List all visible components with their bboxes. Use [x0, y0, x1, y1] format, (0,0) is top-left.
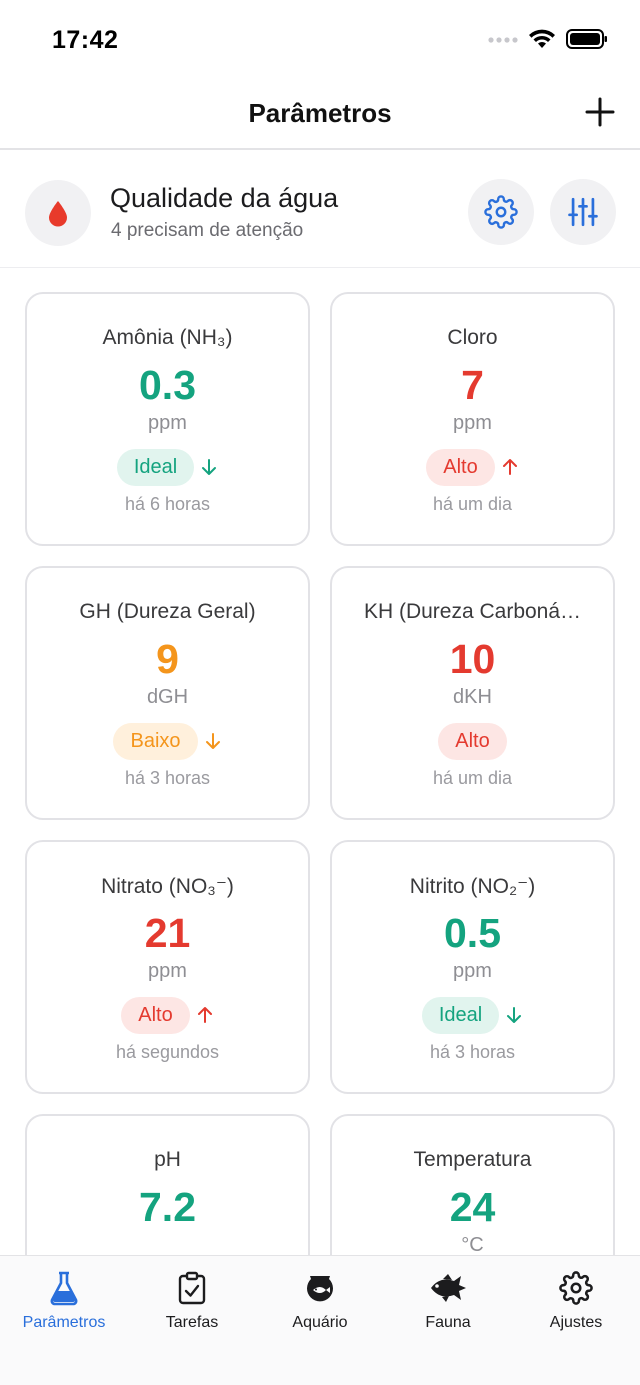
- parameter-unit: ppm: [148, 412, 187, 434]
- flask-icon: [50, 1271, 78, 1306]
- water-drop-badge: [25, 180, 91, 246]
- page-title: Parâmetros: [248, 98, 392, 128]
- parameter-card-nitrito[interactable]: Nitrito (NO₂⁻) 0.5 ppm Ideal há 3 horas: [330, 840, 615, 1094]
- tab-label: Parâmetros: [22, 1314, 106, 1331]
- status-bar: 17:42: [0, 0, 640, 80]
- parameter-value: 7.2: [139, 1184, 196, 1230]
- status-icons: [488, 28, 608, 50]
- status-row: Alto: [332, 722, 613, 760]
- status-badge: Ideal: [116, 448, 195, 486]
- last-updated: há 6 horas: [124, 494, 211, 514]
- status-row: Ideal: [332, 996, 613, 1034]
- parameter-name: pH: [154, 1148, 181, 1171]
- status-badge: Alto: [426, 448, 495, 486]
- parameters-grid: Amônia (NH₃) 0.3 ppm Ideal há 6 horas Cloro 7…: [25, 292, 615, 1255]
- parameter-unit: dKH: [453, 686, 492, 708]
- parameter-unit: ppm: [453, 960, 492, 982]
- tab-label: Fauna: [425, 1314, 471, 1331]
- tab-ajustes[interactable]: Ajustes: [512, 1270, 640, 1332]
- sliders-icon: [568, 197, 598, 227]
- parameter-card-nitrato[interactable]: Nitrato (NO₃⁻) 21 ppm Alto há segundos: [25, 840, 310, 1094]
- status-time: 17:42: [52, 26, 119, 54]
- parameter-name: Temperatura: [413, 1148, 532, 1171]
- summary-subtitle: 4 precisam de atenção: [111, 220, 304, 241]
- water-quality-summary: Qualidade da água 4 precisam de atenção: [0, 150, 640, 268]
- parameter-value: 10: [449, 636, 496, 682]
- last-updated: há um dia: [432, 494, 513, 514]
- signal-icon: [488, 37, 518, 43]
- parameter-name: Cloro: [447, 326, 498, 349]
- parameter-unit: ppm: [148, 960, 187, 982]
- add-button[interactable]: [584, 96, 616, 128]
- last-updated: há 3 horas: [429, 1042, 516, 1062]
- tab-parametros[interactable]: Parâmetros: [0, 1270, 128, 1332]
- arrow-down-icon: [505, 1006, 523, 1024]
- parameter-card-amonia[interactable]: Amônia (NH₃) 0.3 ppm Ideal há 6 horas: [25, 292, 310, 546]
- fishbowl-icon: [307, 1276, 333, 1302]
- status-badge: Alto: [121, 996, 190, 1034]
- status-row: Baixo: [27, 722, 308, 760]
- clipboard-check-icon: [178, 1271, 206, 1305]
- tab-label: Tarefas: [165, 1314, 219, 1331]
- parameter-name: Amônia (NH₃): [102, 326, 233, 349]
- parameter-card-cloro[interactable]: Cloro 7 ppm Alto há um dia: [330, 292, 615, 546]
- arrow-up-icon: [196, 1006, 214, 1024]
- parameter-value: 0.5: [444, 910, 501, 956]
- filter-button[interactable]: [550, 179, 616, 245]
- arrow-down-icon: [200, 458, 218, 476]
- status-row: Alto: [332, 448, 613, 486]
- status-badge: Baixo: [113, 722, 198, 760]
- tab-label: Aquário: [292, 1314, 348, 1331]
- parameter-value: 9: [156, 636, 179, 682]
- parameter-card-kh[interactable]: KH (Dureza Carboná… 10 dKH Alto há um dia: [330, 566, 615, 820]
- status-badge: Ideal: [421, 996, 500, 1034]
- status-row: Ideal: [27, 448, 308, 486]
- parameter-card-ph[interactable]: pH 7.2: [25, 1114, 310, 1255]
- parameter-card-gh[interactable]: GH (Dureza Geral) 9 dGH Baixo há 3 horas: [25, 566, 310, 820]
- parameter-card-temperatura[interactable]: Temperatura 24 °C: [330, 1114, 615, 1255]
- battery-icon: [566, 29, 607, 49]
- status-row: Alto: [27, 996, 308, 1034]
- arrow-up-icon: [501, 458, 519, 476]
- plus-icon: [585, 97, 615, 127]
- nav-bar: Parâmetros: [0, 80, 640, 150]
- status-badge: Alto: [438, 722, 507, 760]
- tab-fauna[interactable]: Fauna: [384, 1270, 512, 1332]
- tab-aquario[interactable]: Aquário: [256, 1270, 384, 1332]
- parameter-value: 7: [461, 362, 484, 408]
- tab-label: Ajustes: [549, 1314, 603, 1331]
- arrow-down-icon: [204, 732, 222, 750]
- last-updated: há um dia: [432, 768, 513, 788]
- parameter-value: 0.3: [139, 362, 196, 408]
- last-updated: há 3 horas: [124, 768, 211, 788]
- settings-button[interactable]: [468, 179, 534, 245]
- parameter-unit: ppm: [453, 412, 492, 434]
- tab-tarefas[interactable]: Tarefas: [128, 1270, 256, 1332]
- wifi-icon: [529, 29, 555, 48]
- parameter-value: 21: [144, 910, 191, 956]
- tab-bar: Parâmetros Tarefas Aquário: [0, 1255, 640, 1385]
- last-updated: há segundos: [115, 1042, 220, 1062]
- parameter-name: Nitrito (NO₂⁻): [409, 875, 536, 898]
- fish-icon: [431, 1274, 466, 1302]
- parameter-value: 24: [449, 1184, 496, 1230]
- gear-icon: [484, 195, 518, 229]
- parameter-name: KH (Dureza Carboná…: [363, 600, 582, 623]
- water-drop-icon: [49, 201, 67, 227]
- gear-icon: [559, 1271, 593, 1305]
- parameter-unit: °C: [461, 1234, 484, 1255]
- parameter-unit: dGH: [146, 686, 189, 708]
- summary-title: Qualidade da água: [110, 183, 339, 213]
- parameter-name: Nitrato (NO₃⁻): [101, 875, 234, 898]
- parameter-name: GH (Dureza Geral): [79, 600, 256, 623]
